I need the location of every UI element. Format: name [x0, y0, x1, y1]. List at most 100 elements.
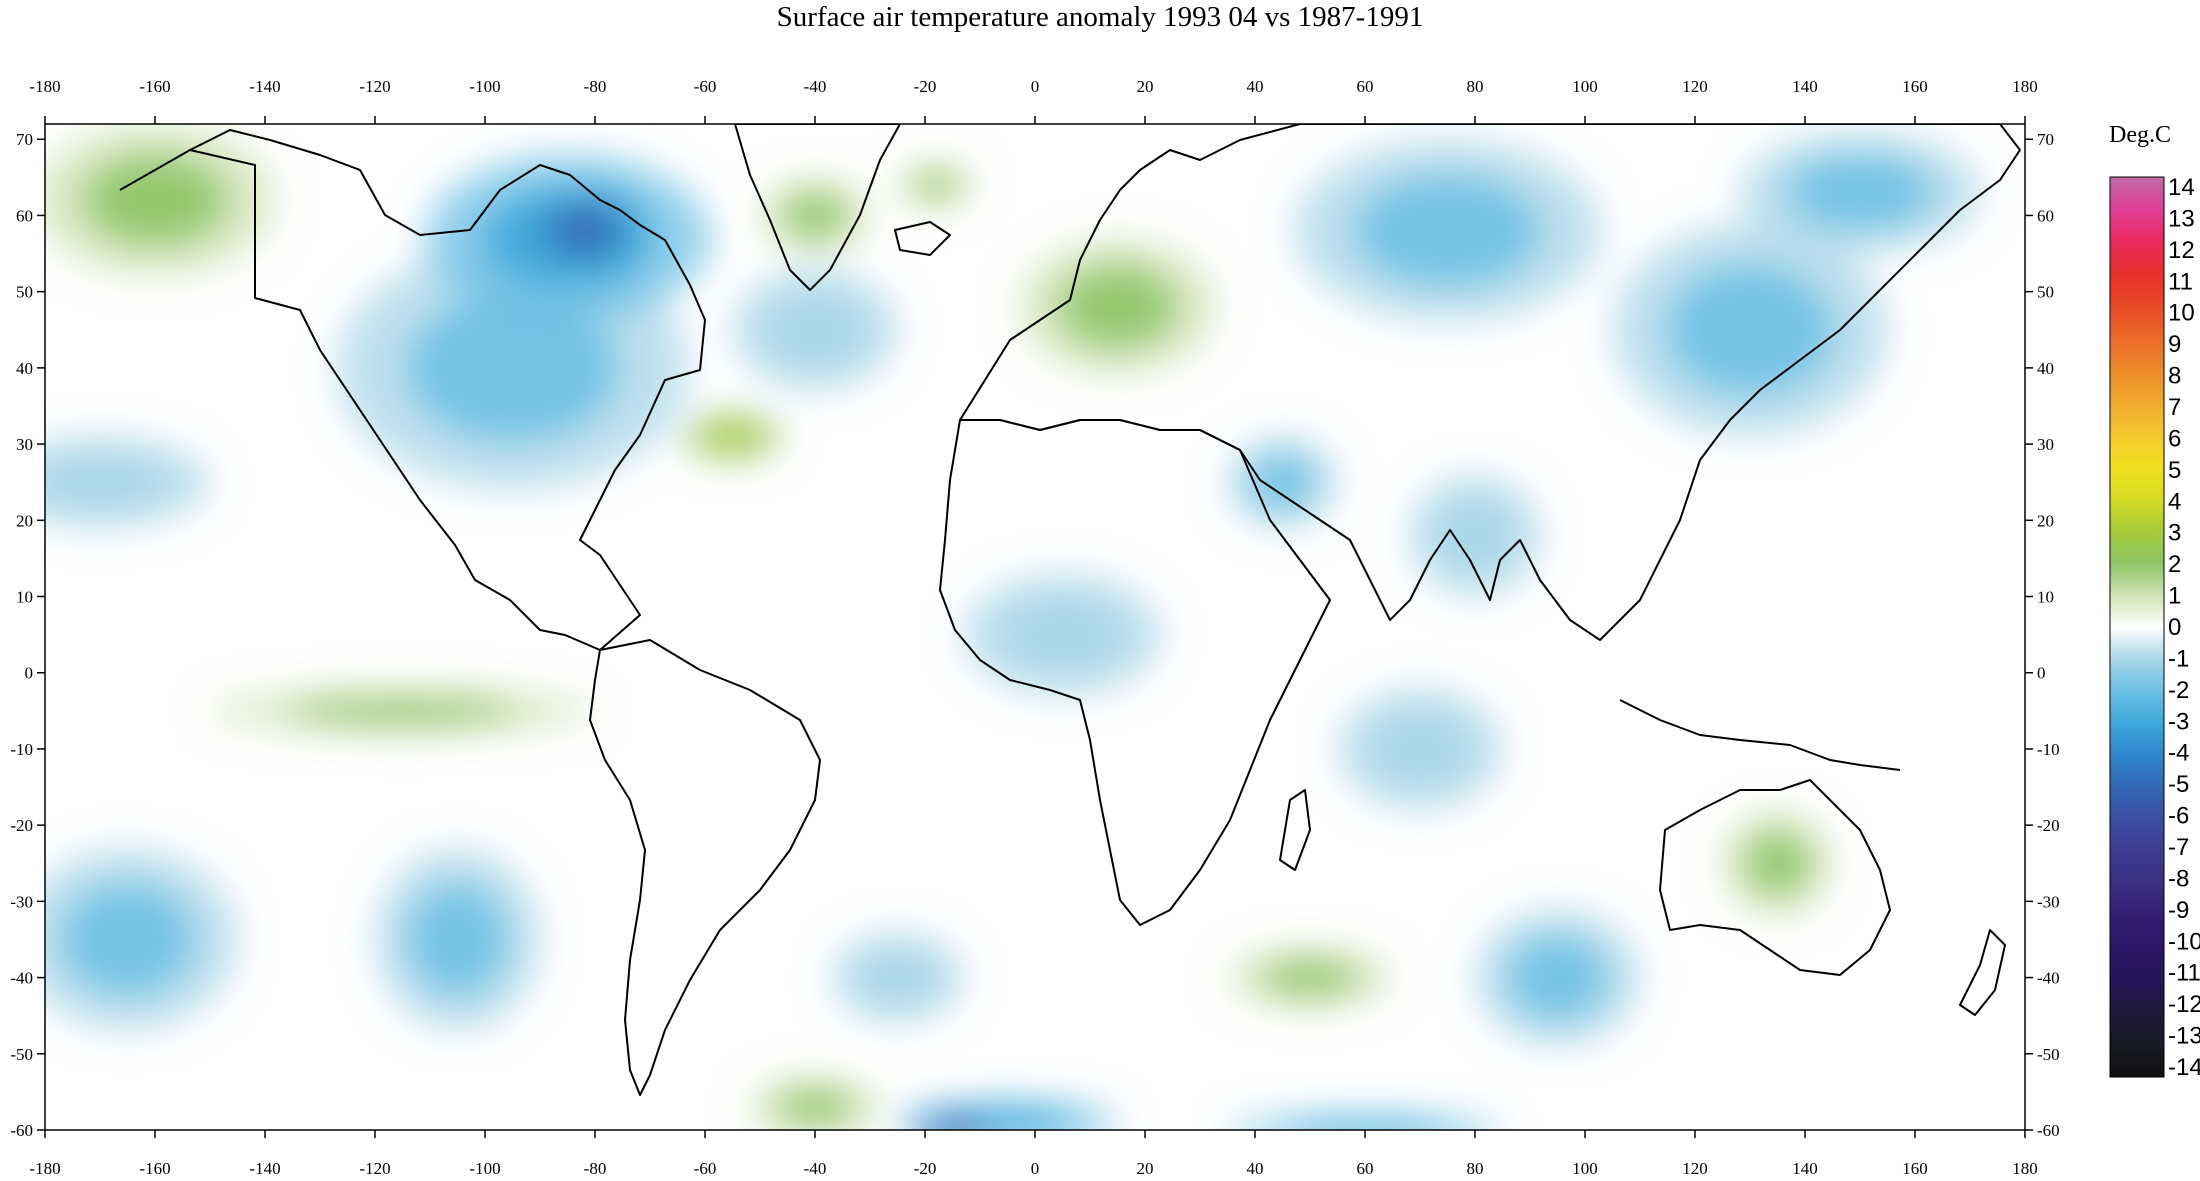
- colorbar-label: -11: [2168, 960, 2200, 987]
- colorbar-label: -12: [2168, 991, 2200, 1018]
- x-tick-label: -80: [584, 1159, 607, 1178]
- x-tick-label: -180: [29, 1159, 60, 1178]
- bottom-axis-labels: -180 -160 -140 -120 -100 -80 -60 -40 -20 0 20 40 60 8…: [29, 1159, 2037, 1178]
- anomaly-greenland-south: [782, 192, 848, 239]
- x-tick-label: 120: [1682, 1159, 1708, 1178]
- anomaly-southeast-pacific: [408, 884, 507, 995]
- y-tick-label: -20: [10, 816, 33, 835]
- x-tick-label: -100: [469, 1159, 500, 1178]
- anomaly-southern-atlantic-cold: [857, 950, 938, 1006]
- colorbar-label: 10: [2168, 300, 2195, 327]
- x-tick-label: -60: [694, 1159, 717, 1178]
- colorbar-label: 4: [2168, 488, 2181, 515]
- anomaly-equatorial-africa-west: [1003, 598, 1122, 672]
- x-tick-label: -180: [29, 77, 60, 96]
- x-tick-label: -140: [249, 1159, 280, 1178]
- y-tick-label: 40: [16, 359, 33, 378]
- colorbar-labels: 14131211109876543210-1-2-3-4-5-6-7-8-9-1…: [2168, 174, 2200, 1081]
- europe-asia-outline: [959, 124, 2021, 641]
- anomaly-south-atlantic-warm: [775, 1088, 855, 1126]
- x-tick-label: 0: [1031, 77, 1040, 96]
- x-tick-label: 60: [1357, 77, 1374, 96]
- colorbar-label: 8: [2168, 363, 2181, 390]
- colorbar-label: 3: [2168, 520, 2181, 547]
- greenland-outline: [734, 124, 901, 291]
- x-tick-label: 80: [1467, 77, 1484, 96]
- colorbar-label: 14: [2168, 174, 2195, 201]
- x-tick-label: 160: [1902, 77, 1928, 96]
- y-tick-label: 10: [2037, 588, 2054, 607]
- y-tick-label: -10: [2037, 740, 2060, 759]
- colorbar-label: 11: [2168, 268, 2193, 295]
- x-tick-label: -100: [469, 77, 500, 96]
- y-tick-label: 60: [16, 206, 33, 225]
- x-tick-label: 120: [1682, 77, 1708, 96]
- plot-area: [45, 124, 2025, 1130]
- axis-ticks: [37, 116, 2033, 1138]
- left-axis-labels: 70 60 50 40 30 20 10 0 -10 -20 -30 -40 -50 -60: [10, 130, 33, 1140]
- x-tick-label: -60: [694, 77, 717, 96]
- colorbar-label: -1: [2168, 645, 2189, 672]
- colorbar-label: -9: [2168, 897, 2189, 924]
- colorbar-label: -10: [2168, 928, 2200, 955]
- anomaly-field: [45, 124, 1981, 1130]
- colorbar-label: -6: [2168, 803, 2189, 830]
- y-tick-label: -50: [10, 1045, 33, 1064]
- colorbar-label: 12: [2168, 237, 2195, 264]
- colorbar-label: 1: [2168, 583, 2181, 610]
- anomaly-antarctic-core: [926, 1120, 979, 1130]
- y-tick-label: 0: [2037, 664, 2046, 683]
- anomaly-north-atlantic: [765, 293, 865, 367]
- x-tick-label: -40: [804, 77, 827, 96]
- y-tick-label: 70: [2037, 130, 2054, 149]
- anomaly-arabia: [1249, 454, 1316, 510]
- colorbar-scale: [2109, 176, 2165, 1078]
- x-tick-label: 140: [1792, 77, 1818, 96]
- anomaly-atlantic-gulfstream: [702, 422, 763, 451]
- colorbar-label: -7: [2168, 834, 2189, 861]
- africa-outline: [939, 419, 1331, 926]
- anomaly-central-indian-ocean: [1370, 712, 1470, 786]
- y-tick-label: -60: [2037, 1121, 2060, 1140]
- y-tick-label: 50: [2037, 283, 2054, 302]
- colorbar-label: 2: [2168, 551, 2181, 578]
- anomaly-australia: [1744, 831, 1811, 896]
- anomaly-east-asia: [1667, 265, 1833, 394]
- new-zealand-outline: [1959, 929, 2006, 1016]
- x-tick-label: 100: [1572, 77, 1598, 96]
- colorbar-label: 9: [2168, 331, 2181, 358]
- colorbar: Deg.C 14131211109876543210-1-2-3-4-5-6-7…: [2109, 122, 2200, 1081]
- anomaly-south-pacific: [61, 884, 194, 995]
- x-tick-label: -160: [139, 77, 170, 96]
- x-tick-label: 180: [2012, 77, 2038, 96]
- coastlines: [119, 124, 2021, 1096]
- x-tick-label: -160: [139, 1159, 170, 1178]
- colorbar-label: -2: [2168, 677, 2189, 704]
- y-tick-label: -40: [2037, 969, 2060, 988]
- y-tick-label: 60: [2037, 206, 2054, 225]
- x-tick-label: 160: [1902, 1159, 1928, 1178]
- colorbar-label: 0: [2168, 614, 2181, 641]
- iceland-outline: [894, 221, 951, 256]
- anomaly-tropical-pacific-band: [287, 697, 518, 725]
- y-tick-label: -10: [10, 740, 33, 759]
- north-america-outline: [119, 129, 706, 651]
- anomaly-siberia-east: [1787, 156, 1933, 230]
- x-tick-label: -40: [804, 1159, 827, 1178]
- x-tick-label: 0: [1031, 1159, 1040, 1178]
- x-tick-label: 40: [1247, 77, 1264, 96]
- x-tick-label: 100: [1572, 1159, 1598, 1178]
- y-tick-label: 20: [16, 511, 33, 530]
- x-tick-label: 180: [2012, 1159, 2038, 1178]
- south-america-outline: [589, 639, 821, 1096]
- y-tick-label: 40: [2037, 359, 2054, 378]
- colorbar-label: -8: [2168, 865, 2189, 892]
- anomaly-north-america: [406, 294, 619, 442]
- colorbar-label: -13: [2168, 1023, 2200, 1050]
- colorbar-label: -4: [2168, 740, 2189, 767]
- y-tick-label: 20: [2037, 511, 2054, 530]
- anomaly-north-pacific: [45, 454, 166, 510]
- y-tick-label: -40: [10, 969, 33, 988]
- indonesia-outline: [1619, 699, 1901, 771]
